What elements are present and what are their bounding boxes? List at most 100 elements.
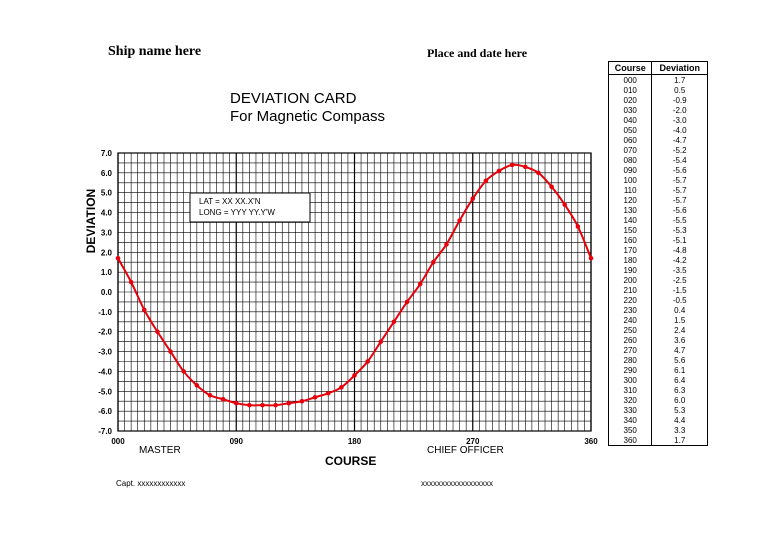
- deviation-point: [220, 396, 226, 402]
- deviation-point: [128, 279, 134, 285]
- table-row: 280 5.6: [607, 355, 708, 365]
- table-row: 000 1.7: [607, 74, 708, 85]
- deviation-point: [549, 184, 554, 190]
- deviation-cell: -5.6: [651, 205, 708, 215]
- course-cell: 190: [607, 265, 653, 275]
- card-title: DEVIATION CARD: [230, 90, 357, 107]
- deviation-point: [404, 299, 410, 305]
- deviation-point: [457, 218, 462, 223]
- y-tick-label: 1.0: [101, 268, 113, 277]
- deviation-cell: -5.2: [651, 145, 708, 155]
- deviation-point: [378, 339, 384, 344]
- deviation-cell: 3.3: [651, 425, 708, 435]
- table-row: 100 -5.7: [607, 175, 708, 185]
- deviation-point: [536, 170, 541, 176]
- table-row: 190 -3.5: [607, 265, 708, 275]
- course-cell: 230: [607, 305, 653, 315]
- course-cell: 210: [607, 285, 653, 295]
- table-row: 110 -5.7: [607, 185, 708, 195]
- course-cell: 200: [607, 275, 653, 285]
- y-tick-label: -5.0: [98, 387, 112, 396]
- master-label: MASTER: [139, 445, 181, 456]
- deviation-cell: 5.6: [651, 355, 708, 365]
- lat-text: LAT = XX XX.X'N: [199, 197, 261, 206]
- y-tick-labels: 7.0 6.0 5.0 4.0 3.0 2.0 1.0 0.0 -1.0 -2.0 -3.0 -4.0…: [98, 149, 112, 436]
- deviation-point: [352, 373, 357, 378]
- deviation-cell: 4.4: [651, 415, 708, 425]
- long-text: LONG = YYY YY.Y'W: [199, 208, 275, 217]
- deviation-cell: 1.7: [651, 74, 708, 85]
- y-tick-label: -2.0: [98, 328, 112, 337]
- deviation-cell: -0.9: [651, 95, 708, 105]
- course-cell: 010: [607, 85, 653, 95]
- deviation-point: [233, 400, 239, 406]
- course-cell: 050: [607, 125, 653, 135]
- table-row: 230 0.4: [607, 305, 708, 315]
- officer-signature: xxxxxxxxxxxxxxxxxx: [421, 479, 493, 488]
- table-row: 210 -1.5: [607, 285, 708, 295]
- table-row: 290 6.1: [607, 365, 708, 375]
- deviation-cell: 6.3: [651, 385, 708, 395]
- course-cell: 290: [607, 365, 653, 375]
- table-row: 140 -5.5: [607, 215, 708, 225]
- course-cell: 240: [607, 315, 653, 325]
- deviation-point: [299, 398, 305, 404]
- deviation-point: [155, 329, 160, 335]
- x-tick-label: 000: [111, 437, 125, 446]
- deviation-cell: -5.3: [651, 225, 708, 235]
- table-row: 310 6.3: [607, 385, 708, 395]
- course-cell: 110: [607, 185, 653, 195]
- table-row: 350 3.3: [607, 425, 708, 435]
- x-tick-label: 180: [348, 437, 362, 446]
- course-cell: 070: [607, 145, 653, 155]
- y-tick-label: 2.0: [101, 248, 113, 257]
- card-subtitle: For Magnetic Compass: [230, 108, 386, 125]
- table-row: 010 0.5: [607, 85, 708, 95]
- course-cell: 250: [607, 325, 653, 335]
- deviation-point: [562, 202, 568, 207]
- chart-grid: [117, 152, 592, 432]
- y-tick-label: 3.0: [101, 228, 113, 237]
- deviation-cell: 6.0: [651, 395, 708, 405]
- y-tick-label: -1.0: [98, 308, 112, 317]
- deviation-cell: -5.7: [651, 195, 708, 205]
- deviation-series: [115, 162, 594, 408]
- deviation-cell: 1.7: [651, 435, 708, 446]
- deviation-cell: -5.1: [651, 235, 708, 245]
- course-cell: 330: [607, 405, 653, 415]
- deviation-header: Deviation: [651, 61, 708, 75]
- y-tick-label: 7.0: [101, 149, 113, 158]
- table-row: 220 -0.5: [607, 295, 708, 305]
- deviation-cell: -3.5: [651, 265, 708, 275]
- ship-name: Ship name here: [108, 44, 202, 59]
- table-row: 040 -3.0: [607, 115, 708, 125]
- table-row: 320 6.0: [607, 395, 708, 405]
- course-cell: 080: [607, 155, 653, 165]
- deviation-cell: -1.5: [651, 285, 708, 295]
- deviation-point: [260, 402, 265, 408]
- deviation-cell: 0.5: [651, 85, 708, 95]
- y-tick-label: 5.0: [101, 189, 113, 198]
- deviation-point: [207, 392, 213, 398]
- deviation-cell: -5.5: [651, 215, 708, 225]
- course-cell: 090: [607, 165, 653, 175]
- deviation-point: [509, 162, 515, 168]
- deviation-cell: -4.2: [651, 255, 708, 265]
- deviation-cell: 4.7: [651, 345, 708, 355]
- deviation-point: [417, 281, 423, 287]
- deviation-cell: 1.5: [651, 315, 708, 325]
- deviation-point: [312, 394, 318, 400]
- x-axis-label: COURSE: [325, 454, 377, 468]
- y-axis-label: DEVIATION: [84, 188, 98, 254]
- course-cell: 270: [607, 345, 653, 355]
- course-cell: 040: [607, 115, 653, 125]
- table-row: 170 -4.8: [607, 245, 708, 255]
- deviation-point: [247, 402, 252, 408]
- table-row: 330 5.3: [607, 405, 708, 415]
- deviation-point: [444, 242, 449, 247]
- course-cell: 320: [607, 395, 653, 405]
- course-cell: 030: [607, 105, 653, 115]
- deviation-cell: -4.8: [651, 245, 708, 255]
- deviation-cell: 6.4: [651, 375, 708, 385]
